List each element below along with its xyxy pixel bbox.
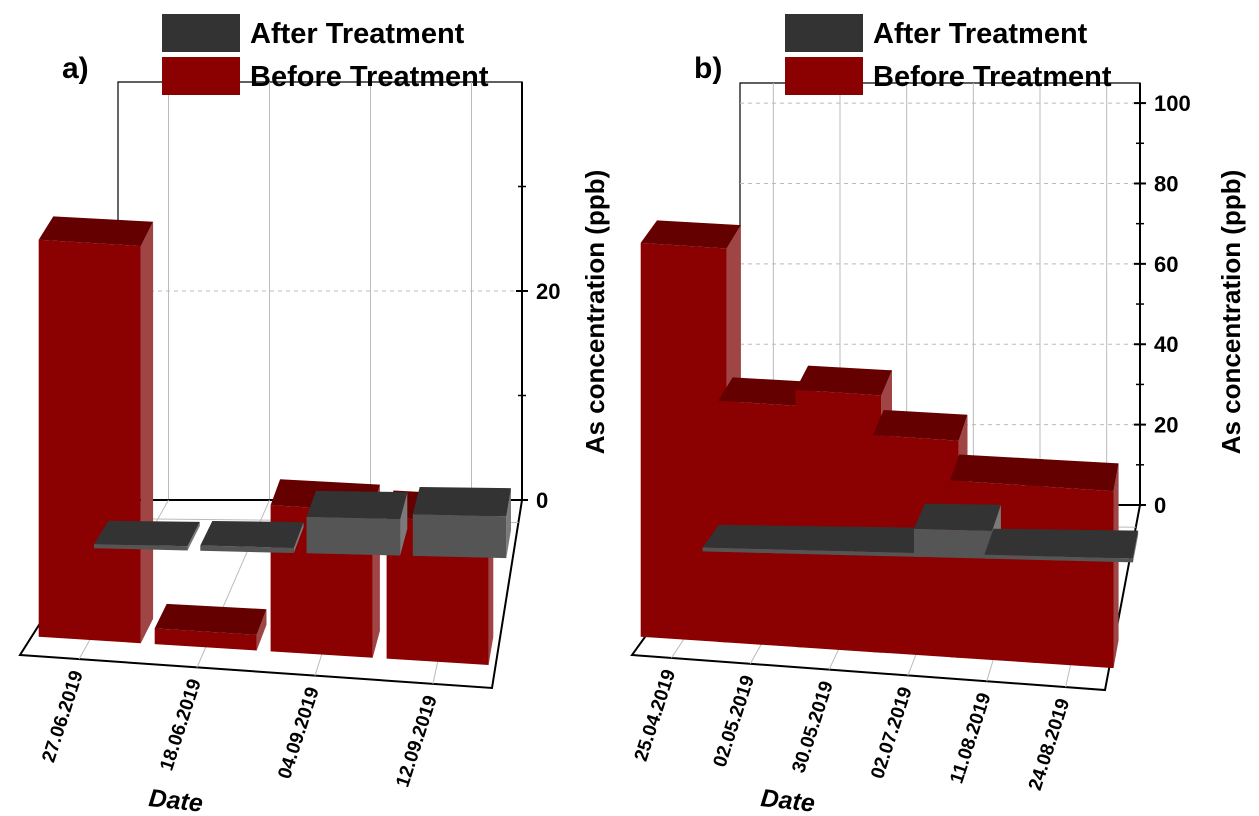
bar-after-treatment-side xyxy=(1133,530,1139,563)
bar-after-treatment-top xyxy=(306,490,408,519)
bar-before-treatment-top xyxy=(872,410,968,441)
value-axis-tick-label: 0 xyxy=(1154,493,1166,518)
value-axis-tick-label: 100 xyxy=(1154,91,1191,116)
bar-after-treatment-front xyxy=(914,528,993,559)
bar-after-treatment-side xyxy=(187,521,200,551)
value-axis: 0 20 40 60 80 100 xyxy=(1134,83,1191,518)
legend-swatch xyxy=(162,57,240,95)
bar-after-treatment-front xyxy=(94,544,188,551)
bar-after-treatment-side xyxy=(400,492,408,556)
legend-label: After Treatment xyxy=(250,18,465,50)
category-tick-label: 24.08.2019 xyxy=(1025,696,1074,793)
bar-before-treatment xyxy=(38,216,154,644)
bar-before-treatment-front xyxy=(718,400,804,648)
bar-before-treatment-top xyxy=(38,216,154,247)
bar-before-treatment-front xyxy=(795,389,882,653)
bar-before-treatment-top xyxy=(640,220,741,249)
legend-swatch xyxy=(785,57,863,95)
category-tick-label: 04.09.2019 xyxy=(274,685,323,782)
legend: After Treatment Before Treatment xyxy=(162,14,489,95)
category-tick-label: 02.07.2019 xyxy=(867,684,916,781)
value-axis-tick-label: 80 xyxy=(1154,171,1178,196)
category-tick-label: 25.04.2019 xyxy=(631,667,680,764)
value-axis-tick-label: 40 xyxy=(1154,332,1178,357)
bar-before-treatment-top xyxy=(718,377,817,407)
bar-after-treatment-front xyxy=(773,549,852,556)
bar-after-treatment-top xyxy=(200,521,304,548)
bar-after-treatment-front xyxy=(1054,556,1133,563)
bar-after-treatment-front xyxy=(200,545,294,553)
bar-after-treatment xyxy=(412,487,511,559)
category-tick-label: 30.05.2019 xyxy=(788,679,837,776)
legend-swatch xyxy=(162,14,240,52)
bar-after-treatment-side xyxy=(293,522,304,553)
bar-before-treatment-front xyxy=(154,628,257,651)
bar-after-treatment-top xyxy=(914,503,1001,531)
value-axis-tick-label: 20 xyxy=(536,279,560,304)
category-tick-label: 27.06.2019 xyxy=(38,668,87,765)
bar-after-treatment xyxy=(94,520,200,551)
legend-swatch xyxy=(785,14,863,52)
bar-after-treatment-front xyxy=(843,551,922,557)
bar-before-treatment xyxy=(1027,458,1119,669)
bar-after-treatment-side xyxy=(506,488,511,559)
bar-after-treatment-front xyxy=(702,547,781,554)
bar-after-treatment-front xyxy=(412,514,507,559)
legend: After Treatment Before Treatment xyxy=(785,14,1112,95)
panel-label: b) xyxy=(694,52,722,85)
value-axis-tick-label: 0 xyxy=(536,488,548,513)
bar-after-treatment-top xyxy=(984,528,1070,557)
y-axis-title: As concentration (ppb) xyxy=(1216,170,1246,455)
value-axis-tick-label: 60 xyxy=(1154,252,1178,277)
bar-after-treatment-top xyxy=(94,520,200,547)
bar-before-treatment-front xyxy=(1027,485,1114,669)
bar-after-treatment xyxy=(1054,529,1139,563)
bar-after-treatment xyxy=(306,490,408,556)
legend-label: Before Treatment xyxy=(250,61,489,93)
bar-before-treatment-side xyxy=(1113,463,1119,669)
legend-label: After Treatment xyxy=(873,18,1088,50)
category-tick-label: 11.08.2019 xyxy=(946,690,995,786)
bar-after-treatment-top xyxy=(843,526,933,553)
value-axis-tick-label: 20 xyxy=(1154,413,1178,438)
bar-before-treatment-top xyxy=(950,454,1044,487)
bar-before-treatment-side xyxy=(256,609,267,651)
bar-after-treatment-top xyxy=(702,524,796,550)
category-tick-label: 12.09.2019 xyxy=(392,693,441,790)
chart-panel-a: 0 20 27.06.2019 18.06.2019 04.09.2019 12.09.2… xyxy=(18,14,610,816)
bar-after-treatment-top xyxy=(1054,529,1139,559)
bar-after-treatment-front xyxy=(306,516,401,556)
bar-before-treatment xyxy=(154,603,267,651)
bar-after-treatment-top xyxy=(773,525,864,552)
bar-before-treatment-top xyxy=(1027,458,1119,492)
bar-after-treatment-front xyxy=(984,554,1063,561)
y-axis-title: As concentration (ppb) xyxy=(580,170,610,455)
category-tick-label: 02.05.2019 xyxy=(710,673,759,770)
value-axis: 0 20 xyxy=(516,82,560,513)
category-tick-label: 18.06.2019 xyxy=(156,676,205,773)
bar-before-treatment-front xyxy=(38,239,141,644)
bar-after-treatment xyxy=(200,521,304,553)
chart-panel-b: 0 20 40 60 80 100 25.04.2019 02.05.2019 30.05.20… xyxy=(630,14,1246,816)
panel-label: a) xyxy=(62,52,89,85)
x-axis-title: Date xyxy=(759,784,816,816)
bar-after-treatment-top xyxy=(412,487,511,517)
bar-before-treatment-front xyxy=(640,242,727,643)
bar-before-treatment-top xyxy=(795,365,892,396)
bar-before-treatment-side xyxy=(140,221,154,644)
x-axis-title: Date xyxy=(147,784,204,816)
bar-before-treatment-top xyxy=(154,603,267,635)
legend-label: Before Treatment xyxy=(873,61,1112,93)
